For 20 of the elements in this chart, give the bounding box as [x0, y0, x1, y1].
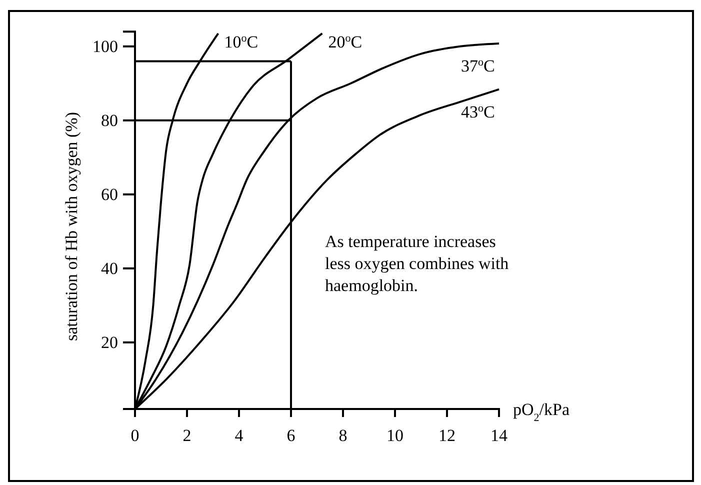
x-tick-label: 14: [490, 426, 508, 446]
annotation: As temperature increases less oxygen combines with haemoglobin.: [325, 232, 510, 296]
x-tick-label: 10: [386, 426, 404, 446]
x-tick-label: 8: [338, 426, 348, 446]
y-tick-label: 60: [101, 184, 118, 204]
y-tick-label: 40: [101, 258, 118, 278]
y-tick-label: 80: [101, 110, 118, 130]
series-label: 20$^{o}$C: [328, 32, 362, 52]
y-axis-title: saturation of Hb with oxygen (%): [62, 112, 81, 341]
y-tick-label: 100: [92, 36, 118, 56]
series-label: 37$^{o}$C: [461, 56, 495, 76]
x-tick-label: 6: [286, 426, 296, 446]
x-tick-label: 4: [234, 426, 244, 446]
series-label: 10$^{o}$C: [224, 32, 258, 52]
x-axis-title: pO$_{2}$/kPa: [513, 400, 570, 424]
series-label: 43$^{o}$C: [461, 102, 495, 122]
y-tick-label: 20: [101, 332, 118, 352]
x-tick-label: 2: [182, 426, 192, 446]
x-tick-label: 0: [130, 426, 140, 446]
x-tick-label: 12: [438, 426, 456, 446]
